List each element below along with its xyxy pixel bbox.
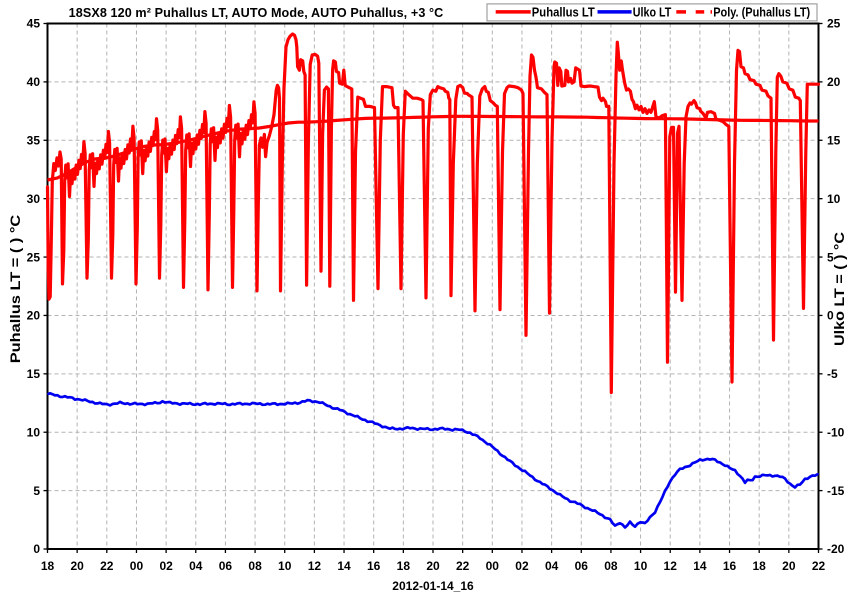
svg-text:5: 5 — [827, 250, 834, 264]
svg-text:18: 18 — [41, 559, 55, 573]
svg-text:16: 16 — [367, 559, 381, 573]
svg-text:18: 18 — [397, 559, 411, 573]
svg-text:2012-01-14_16: 2012-01-14_16 — [392, 579, 474, 593]
svg-text:12: 12 — [308, 559, 322, 573]
svg-text:04: 04 — [189, 559, 203, 573]
svg-text:15: 15 — [27, 367, 41, 381]
svg-text:45: 45 — [27, 17, 41, 31]
svg-text:20: 20 — [27, 309, 41, 323]
svg-text:22: 22 — [456, 559, 470, 573]
svg-text:00: 00 — [486, 559, 500, 573]
svg-text:25: 25 — [827, 17, 841, 31]
svg-text:20: 20 — [827, 75, 841, 89]
svg-text:Poly. (Puhallus LT): Poly. (Puhallus LT) — [713, 5, 810, 20]
svg-text:18SX8 120 m² Puhallus LT, AUTO: 18SX8 120 m² Puhallus LT, AUTO Mode, AUT… — [69, 6, 444, 20]
svg-text:10: 10 — [827, 192, 841, 206]
svg-text:-15: -15 — [827, 484, 845, 498]
svg-text:04: 04 — [545, 559, 559, 573]
svg-text:Ulko LT = ( ) °C: Ulko LT = ( ) °C — [832, 232, 847, 346]
svg-text:0: 0 — [827, 309, 834, 323]
svg-text:14: 14 — [337, 559, 351, 573]
svg-text:35: 35 — [27, 133, 41, 147]
svg-text:15: 15 — [827, 133, 841, 147]
svg-text:25: 25 — [27, 250, 41, 264]
svg-text:22: 22 — [100, 559, 114, 573]
svg-text:06: 06 — [219, 559, 233, 573]
svg-text:Puhallus LT: Puhallus LT — [532, 5, 595, 20]
svg-text:02: 02 — [159, 559, 173, 573]
svg-text:08: 08 — [604, 559, 618, 573]
svg-text:08: 08 — [248, 559, 262, 573]
svg-text:40: 40 — [27, 75, 41, 89]
svg-text:20: 20 — [426, 559, 440, 573]
svg-text:10: 10 — [27, 425, 41, 439]
svg-text:12: 12 — [664, 559, 678, 573]
svg-text:18: 18 — [753, 559, 767, 573]
svg-text:06: 06 — [575, 559, 589, 573]
svg-text:30: 30 — [27, 192, 41, 206]
svg-text:10: 10 — [278, 559, 292, 573]
svg-text:22: 22 — [812, 559, 826, 573]
svg-text:00: 00 — [130, 559, 144, 573]
svg-text:Puhallus LT = ( ) °C: Puhallus LT = ( ) °C — [8, 214, 23, 363]
svg-text:20: 20 — [782, 559, 796, 573]
svg-text:5: 5 — [33, 484, 40, 498]
svg-text:-20: -20 — [827, 542, 845, 556]
svg-text:20: 20 — [70, 559, 84, 573]
svg-text:-10: -10 — [827, 425, 845, 439]
svg-text:0: 0 — [33, 542, 40, 556]
svg-text:Ulko LT: Ulko LT — [633, 5, 672, 20]
svg-text:02: 02 — [515, 559, 529, 573]
svg-text:16: 16 — [723, 559, 737, 573]
svg-text:-5: -5 — [827, 367, 838, 381]
svg-text:14: 14 — [693, 559, 707, 573]
svg-text:10: 10 — [634, 559, 648, 573]
